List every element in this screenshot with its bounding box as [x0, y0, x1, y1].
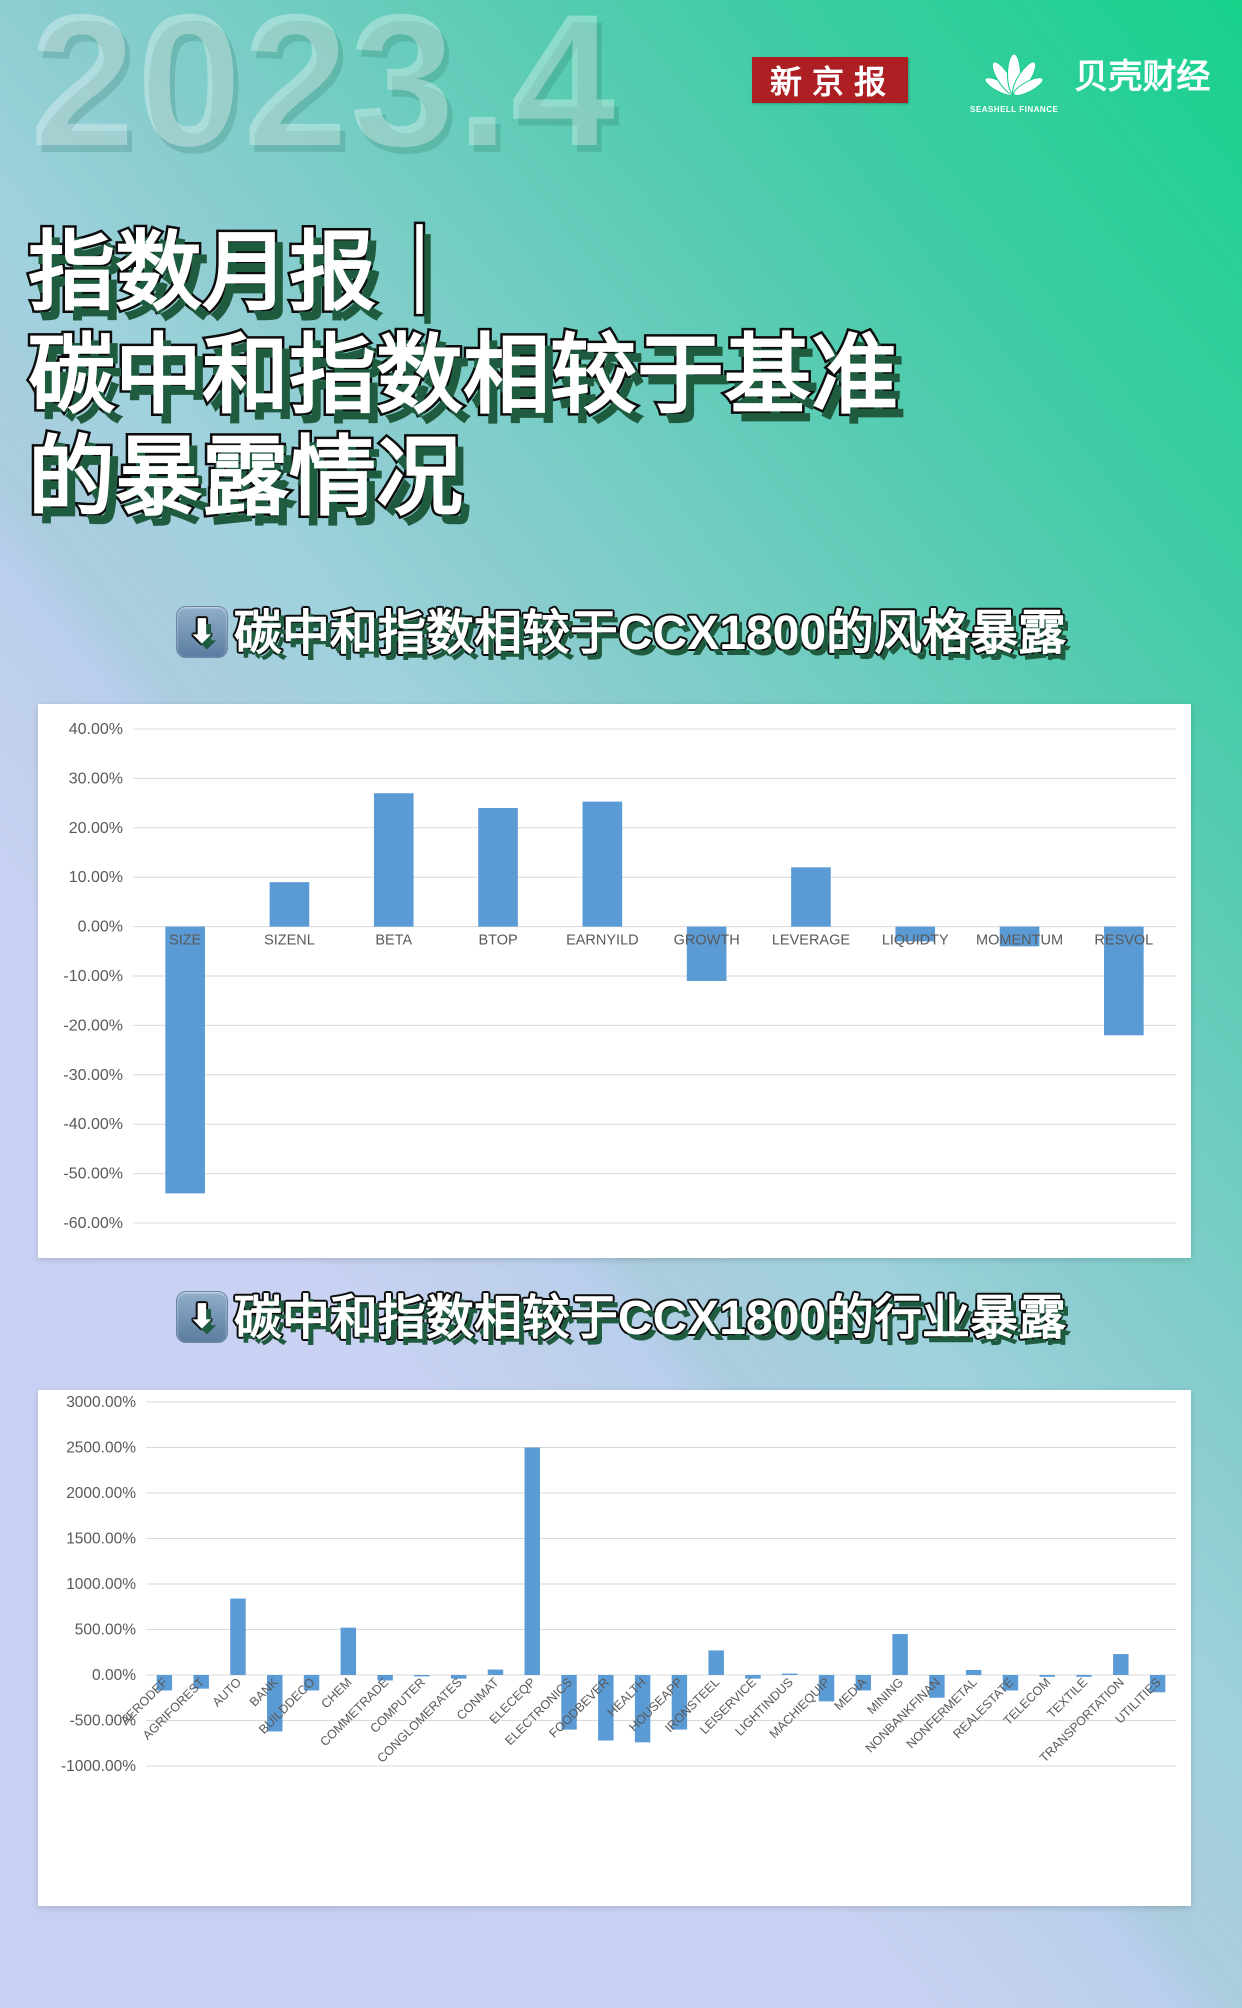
svg-text:AUTO: AUTO: [210, 1675, 244, 1709]
svg-text:500.00%: 500.00%: [75, 1622, 136, 1639]
svg-text:30.00%: 30.00%: [69, 770, 123, 787]
svg-text:BETA: BETA: [375, 933, 412, 949]
svg-text:LEVERAGE: LEVERAGE: [772, 933, 850, 949]
svg-text:SIZE: SIZE: [169, 933, 202, 949]
svg-text:3000.00%: 3000.00%: [66, 1394, 136, 1411]
svg-text:1500.00%: 1500.00%: [66, 1531, 136, 1548]
svg-text:LIQUIDTY: LIQUIDTY: [882, 933, 949, 949]
svg-text:-10.00%: -10.00%: [63, 968, 123, 985]
svg-text:-50.00%: -50.00%: [63, 1166, 123, 1183]
svg-text:2000.00%: 2000.00%: [66, 1485, 136, 1502]
svg-text:40.00%: 40.00%: [69, 721, 123, 738]
svg-text:MOMENTUM: MOMENTUM: [976, 933, 1063, 949]
svg-text:BTOP: BTOP: [478, 933, 517, 949]
svg-text:RESVOL: RESVOL: [1094, 933, 1153, 949]
svg-text:2500.00%: 2500.00%: [66, 1440, 136, 1457]
svg-text:-20.00%: -20.00%: [63, 1017, 123, 1034]
svg-text:-1000.00%: -1000.00%: [61, 1758, 136, 1775]
svg-text:1000.00%: 1000.00%: [66, 1576, 136, 1593]
svg-text:-60.00%: -60.00%: [63, 1215, 123, 1232]
svg-text:20.00%: 20.00%: [69, 820, 123, 837]
svg-text:-30.00%: -30.00%: [63, 1067, 123, 1084]
svg-text:GROWTH: GROWTH: [674, 933, 740, 949]
svg-text:0.00%: 0.00%: [78, 919, 123, 936]
svg-text:EARNYILD: EARNYILD: [566, 933, 639, 949]
svg-text:-40.00%: -40.00%: [63, 1116, 123, 1133]
svg-text:CHEM: CHEM: [319, 1675, 355, 1711]
svg-text:10.00%: 10.00%: [69, 869, 123, 886]
svg-text:0.00%: 0.00%: [92, 1667, 136, 1684]
svg-text:SIZENL: SIZENL: [264, 933, 315, 949]
